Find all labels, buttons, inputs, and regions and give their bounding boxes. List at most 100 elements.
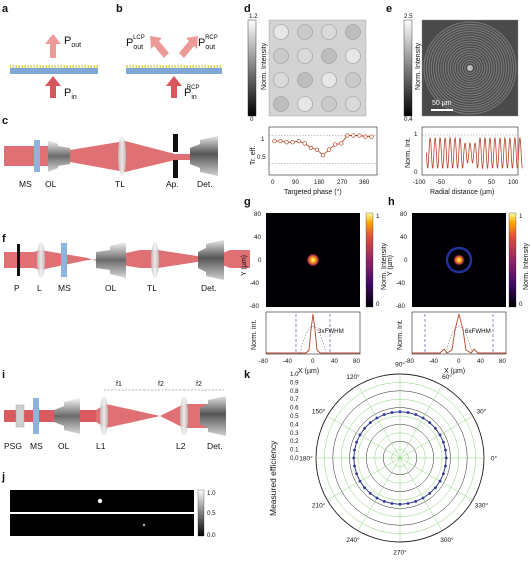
detector xyxy=(200,396,226,436)
zone-ring xyxy=(428,26,512,110)
label-det: Det. xyxy=(207,441,223,451)
focused-beam xyxy=(34,250,250,270)
polarization-state-generator xyxy=(15,404,25,428)
panel-c: c MS OL TL Ap. Det. xyxy=(2,115,218,189)
data-point xyxy=(363,134,368,139)
label-l1: L1 xyxy=(96,441,106,451)
side-lobe-ring xyxy=(445,246,473,274)
polar-radial-tick: 0.8 xyxy=(290,388,299,395)
polar-angle-label: 300° xyxy=(440,536,454,544)
panel-letter-b: b xyxy=(116,3,123,15)
polar-data-point xyxy=(368,421,372,425)
data-point xyxy=(314,147,320,152)
polar-radial-tick: 0.0 xyxy=(290,455,299,462)
ytick-d-05: 0.5 xyxy=(257,154,266,161)
data-point xyxy=(278,138,283,144)
polar-data-point xyxy=(358,479,362,483)
plot-frame-e xyxy=(421,126,519,176)
intensity-spot xyxy=(345,96,361,112)
ytick-e-1: 1 xyxy=(414,131,418,138)
radial-intensity-plot xyxy=(422,134,523,170)
substrate xyxy=(10,68,98,74)
panel-d: d 1.2 0 Norm. Intensity Tr. eff. 1 0.5 0… xyxy=(244,3,378,196)
zone-ring xyxy=(440,38,500,98)
svg-text:Pout: Pout xyxy=(64,35,81,49)
label-psg: PSG xyxy=(4,441,22,451)
data-point xyxy=(320,153,326,158)
label-ol: OL xyxy=(45,179,57,189)
ytick-h-0: 0 xyxy=(404,257,408,264)
data-point xyxy=(357,133,362,138)
polar-angle-label: 120° xyxy=(346,373,360,381)
panel-h: h 1 0 Norm. Intensity Y (µm) 80 40 0 -40… xyxy=(387,196,530,375)
polar-data-point xyxy=(444,456,448,460)
zone-ring xyxy=(457,55,483,81)
plot-ylabel-g: Norm. int. xyxy=(251,320,258,350)
polar-angle-label: 240° xyxy=(346,536,360,544)
ideal-curve xyxy=(445,326,473,354)
xtick-g-0: 0 xyxy=(311,358,315,365)
data-point xyxy=(284,140,289,145)
polar-angle-label: 180° xyxy=(299,455,313,463)
data-point xyxy=(351,133,356,138)
polar-data-point xyxy=(433,426,437,430)
detector xyxy=(198,240,224,280)
zone-ring xyxy=(447,45,493,91)
svg-text:PinRCP: PinRCP xyxy=(184,85,199,101)
intensity-spot xyxy=(321,72,337,88)
xtick-d-180: 180 xyxy=(314,179,325,186)
data-point xyxy=(272,138,277,144)
cb-max-e: 2.5 xyxy=(404,13,413,20)
focal-f2b: f2 xyxy=(196,381,202,388)
plot-ylabel-h: Norm. Int. xyxy=(397,319,404,350)
panel-g: g 1 0 Norm. Intensity Y (µm) 80 40 0 -40… xyxy=(241,196,388,375)
intensity-spot xyxy=(345,72,361,88)
input-arrow xyxy=(166,76,182,98)
label-l2: L2 xyxy=(176,441,186,451)
ylabel-h: Y (µm) xyxy=(387,255,394,276)
polar-radial-tick: 0.7 xyxy=(290,396,299,403)
profile-curve xyxy=(266,313,360,354)
focal-f2a: f2 xyxy=(158,381,164,388)
panel-i: i f1 f2 f2 PSG MS OL L1 L2 Det. xyxy=(2,369,226,451)
ytick-h-m40: -40 xyxy=(396,280,406,287)
ytick-g-m40: -40 xyxy=(250,280,260,287)
metalens-rings xyxy=(423,21,517,115)
ylabel-k: Measured efficiency xyxy=(268,440,278,516)
polar-angle-label: 30° xyxy=(476,408,486,416)
cb-max-h: 1 xyxy=(519,213,523,220)
panel-letter-i: i xyxy=(2,369,5,381)
zone-ring xyxy=(430,28,510,108)
intensity-spot xyxy=(321,96,337,112)
focal-spot xyxy=(306,253,320,267)
lens-l1 xyxy=(100,396,108,436)
colorbar-e xyxy=(403,19,413,117)
efficiency-plot xyxy=(269,133,377,164)
panel-letter-g: g xyxy=(244,196,251,208)
zone-ring xyxy=(442,40,498,96)
lcp-output-arrow xyxy=(150,36,169,58)
polar-radial-tick: 0.3 xyxy=(290,430,299,437)
rcp-output-arrow xyxy=(179,36,198,58)
polar-data-point xyxy=(438,433,442,437)
xlabel-e: Radial distance (µm) xyxy=(430,189,494,196)
polar-spoke xyxy=(399,457,443,531)
panel-a: a Pout Pin xyxy=(2,3,98,101)
metasurface xyxy=(61,243,67,277)
output-arrow xyxy=(45,34,61,58)
plot-frame-h xyxy=(411,311,507,355)
polar-data-point xyxy=(428,421,432,425)
profile-curve xyxy=(412,313,506,354)
ytick-e-0: 0 xyxy=(414,169,418,176)
label-ms: MS xyxy=(19,179,32,189)
svg-text:PoutLCP: PoutLCP xyxy=(126,35,145,51)
fwhm-label-h: 6xFWHM xyxy=(465,328,491,335)
cb-max-g: 1 xyxy=(376,213,380,220)
polar-data-point xyxy=(406,411,410,414)
polar-radial-tick: 0.2 xyxy=(290,438,299,445)
polar-data-point xyxy=(414,500,418,503)
bright-spot xyxy=(97,498,103,504)
polar-plot: 90° 60° 30° 0° 330° 300° 270° 240° 210° 180° 150° 1… xyxy=(290,361,498,557)
label-aperture: Ap. xyxy=(166,179,179,189)
panel-k: k 90° 60° 30° 0° 330° 300° 270° 240° 210° 180° 150… xyxy=(244,361,498,557)
